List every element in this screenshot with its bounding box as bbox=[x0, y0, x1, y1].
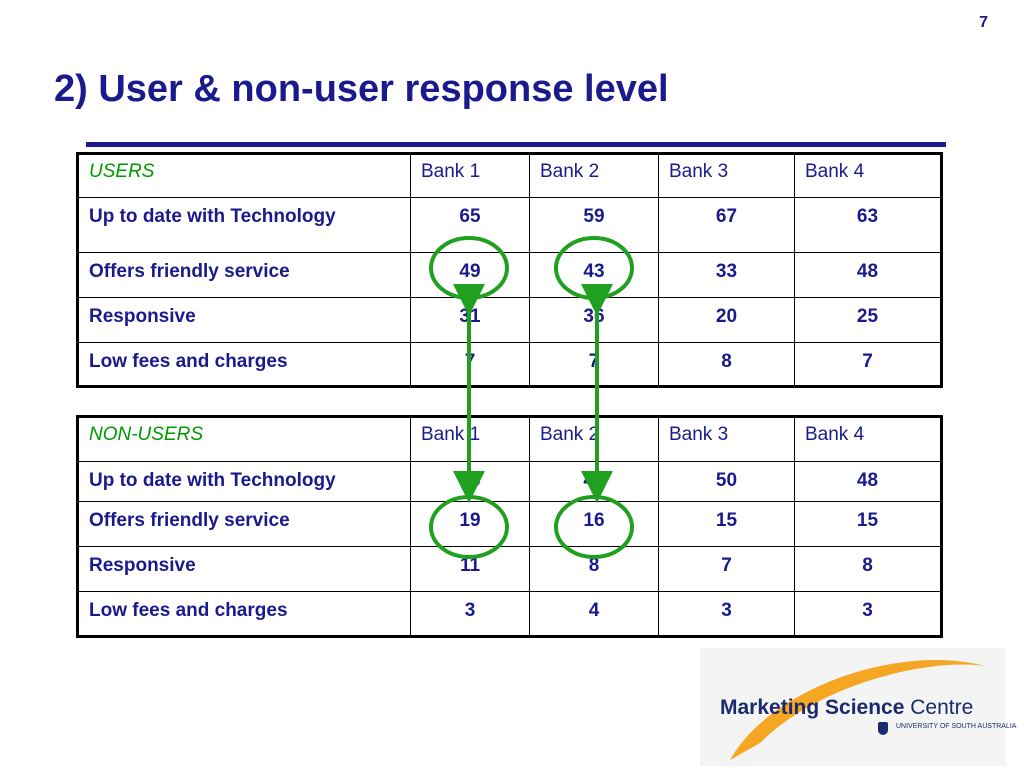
users-col-bank-2: Bank 2 bbox=[529, 153, 659, 198]
table-cell: 8 bbox=[658, 342, 795, 387]
nonusers-col-bank-2: Bank 2 bbox=[529, 416, 659, 462]
table-cell: 20 bbox=[658, 297, 795, 343]
table-cell: 63 bbox=[794, 197, 942, 253]
row-label: Responsive bbox=[77, 546, 411, 592]
marketing-science-centre-logo: Marketing Science Centre UNIVERSITY OF S… bbox=[700, 648, 1016, 766]
table-cell: 7 bbox=[658, 546, 795, 592]
table-row: Responsive 31 36 20 25 bbox=[77, 297, 942, 343]
logo-swoosh-icon bbox=[730, 659, 985, 760]
table-cell: 8 bbox=[794, 546, 942, 592]
row-label: Responsive bbox=[77, 297, 411, 343]
table-cell: 8 bbox=[529, 546, 659, 592]
table-cell: 59 bbox=[529, 197, 659, 253]
nonusers-group-label: NON-USERS bbox=[77, 416, 411, 462]
table-cell: 48 bbox=[794, 461, 942, 502]
table-cell: 43 bbox=[529, 252, 659, 298]
table-cell: 31 bbox=[410, 297, 530, 343]
nonusers-col-bank-4: Bank 4 bbox=[794, 416, 942, 462]
table-cell: 4 bbox=[529, 591, 659, 637]
table-cell: 15 bbox=[794, 501, 942, 547]
users-col-bank-4: Bank 4 bbox=[794, 153, 942, 198]
table-cell: 7 bbox=[410, 342, 530, 387]
table-row: Up to date with Technology 65 59 67 63 bbox=[77, 197, 942, 253]
table-cell: 3 bbox=[410, 591, 530, 637]
row-label: Offers friendly service bbox=[77, 501, 411, 547]
table-cell: 3 bbox=[794, 591, 942, 637]
table-cell: 65 bbox=[410, 197, 530, 253]
users-group-label: USERS bbox=[77, 153, 411, 198]
nonusers-col-bank-3: Bank 3 bbox=[658, 416, 795, 462]
table-cell: 3 bbox=[658, 591, 795, 637]
row-label: Low fees and charges bbox=[77, 342, 411, 387]
title-underline bbox=[86, 142, 946, 147]
table-cell: 25 bbox=[794, 297, 942, 343]
table-row: Low fees and charges 7 7 8 7 bbox=[77, 342, 942, 387]
page-number: 7 bbox=[979, 14, 988, 31]
table-cell: 11 bbox=[410, 546, 530, 592]
table-cell: 49 bbox=[410, 252, 530, 298]
table-cell: 7 bbox=[529, 342, 659, 387]
row-label: Low fees and charges bbox=[77, 591, 411, 637]
logo-subtitle: UNIVERSITY OF SOUTH AUSTRALIA bbox=[896, 723, 1017, 730]
table-row: Offers friendly service 19 16 15 15 bbox=[77, 501, 942, 547]
nonusers-table: NON-USERS Bank 1 Bank 2 Bank 3 Bank 4 Up… bbox=[76, 415, 943, 638]
table-cell: 16 bbox=[529, 501, 659, 547]
table-row: Low fees and charges 3 4 3 3 bbox=[77, 591, 942, 637]
users-col-bank-1: Bank 1 bbox=[410, 153, 530, 198]
table-cell: 67 bbox=[658, 197, 795, 253]
logo-name-bold: Marketing Science bbox=[720, 696, 905, 719]
users-col-bank-3: Bank 3 bbox=[658, 153, 795, 198]
table-cell: 36 bbox=[529, 297, 659, 343]
slide-title: 2) User & non-user response level bbox=[54, 68, 669, 110]
table-cell: 19 bbox=[410, 501, 530, 547]
row-label: Up to date with Technology bbox=[77, 197, 411, 253]
table-row: Up to date with Technology 56 48 50 48 bbox=[77, 461, 942, 502]
users-header-row: USERS Bank 1 Bank 2 Bank 3 Bank 4 bbox=[77, 153, 942, 198]
nonusers-header-row: NON-USERS Bank 1 Bank 2 Bank 3 Bank 4 bbox=[77, 416, 942, 462]
table-cell: 15 bbox=[658, 501, 795, 547]
logo-name-light: Centre bbox=[910, 696, 974, 719]
university-crest-icon bbox=[878, 722, 888, 735]
row-label: Up to date with Technology bbox=[77, 461, 411, 502]
table-cell: 48 bbox=[794, 252, 942, 298]
nonusers-col-bank-1: Bank 1 bbox=[410, 416, 530, 462]
row-label: Offers friendly service bbox=[77, 252, 411, 298]
table-row: Responsive 11 8 7 8 bbox=[77, 546, 942, 592]
table-cell: 50 bbox=[658, 461, 795, 502]
table-row: Offers friendly service 49 43 33 48 bbox=[77, 252, 942, 298]
table-cell: 56 bbox=[410, 461, 530, 502]
table-cell: 33 bbox=[658, 252, 795, 298]
table-cell: 48 bbox=[529, 461, 659, 502]
users-table: USERS Bank 1 Bank 2 Bank 3 Bank 4 Up to … bbox=[76, 152, 943, 388]
table-cell: 7 bbox=[794, 342, 942, 387]
